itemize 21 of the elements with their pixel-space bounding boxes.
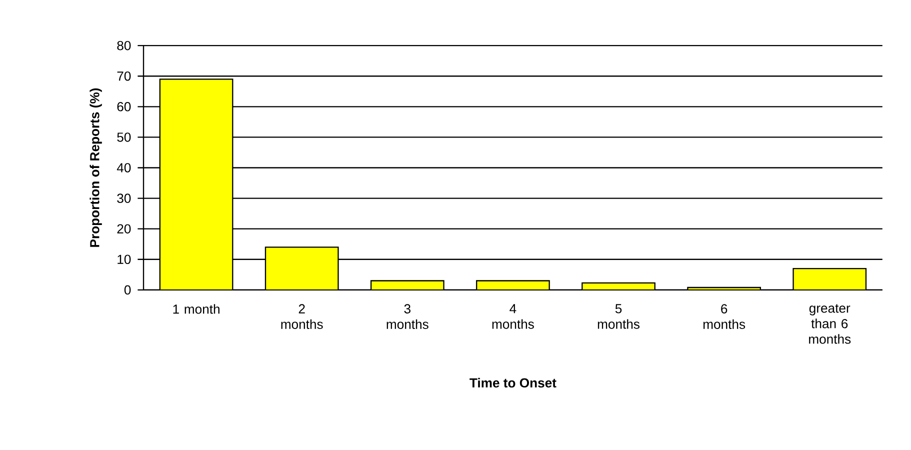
x-tick-label: 1 month <box>173 304 220 314</box>
y-tick-label: 30 <box>117 194 131 203</box>
y-tick-label: 50 <box>117 132 131 142</box>
x-axis-title: Time to Onset <box>470 378 556 388</box>
y-tick-label: 20 <box>117 224 131 234</box>
y-tick-label: 80 <box>117 40 131 50</box>
bar <box>159 78 234 290</box>
y-tick-label: 70 <box>117 72 131 81</box>
x-tick-label: 3 months <box>386 304 428 329</box>
y-tick-label: 40 <box>116 163 131 172</box>
x-tick-label: 5 months <box>598 304 640 329</box>
y-axis-title: Proportion of Reports (%) <box>90 88 102 247</box>
bar <box>264 246 339 290</box>
x-tick-label: 4 months <box>492 304 534 329</box>
y-tick-label: 60 <box>117 102 131 112</box>
y-tick-label: 0 <box>124 285 131 295</box>
y-tick-label: 10 <box>118 254 131 264</box>
x-tick-label: greater than 6 months <box>809 304 851 344</box>
x-tick-label: 2 months <box>281 304 323 329</box>
x-tick-label: 6 months <box>703 304 746 329</box>
bar <box>792 268 867 290</box>
